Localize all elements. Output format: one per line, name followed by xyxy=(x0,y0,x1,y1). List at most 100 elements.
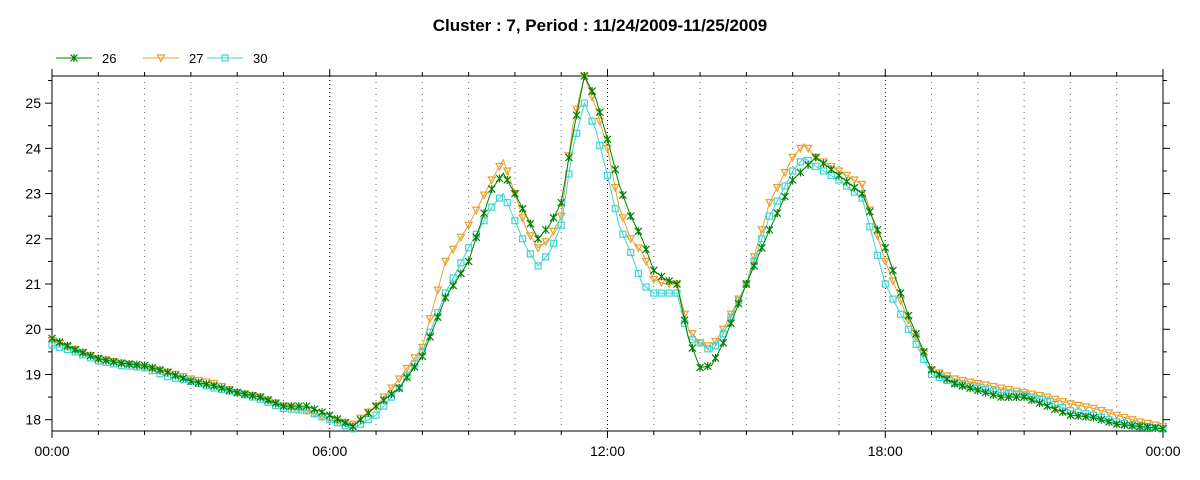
data-point xyxy=(63,341,72,350)
data-point xyxy=(619,230,627,238)
data-point xyxy=(1127,416,1137,425)
data-point xyxy=(541,238,551,247)
data-point xyxy=(850,183,859,192)
data-point xyxy=(765,199,775,208)
data-point xyxy=(233,388,242,397)
data-point xyxy=(494,162,504,172)
data-point xyxy=(657,289,666,297)
data-point xyxy=(696,339,704,347)
x-tick-label: 18:00 xyxy=(868,443,903,459)
data-point xyxy=(440,257,450,267)
data-point xyxy=(1128,421,1137,430)
data-point xyxy=(588,87,596,96)
data-point xyxy=(673,289,681,297)
data-point xyxy=(673,280,681,289)
data-point xyxy=(526,250,534,258)
data-point xyxy=(264,396,272,405)
data-point xyxy=(788,176,797,185)
data-point xyxy=(665,277,674,286)
data-point xyxy=(495,194,504,202)
data-point xyxy=(1119,413,1129,423)
data-point xyxy=(533,244,543,253)
data-point xyxy=(1019,388,1029,398)
data-point xyxy=(202,380,211,389)
data-point xyxy=(526,219,535,228)
data-point xyxy=(857,180,867,190)
data-point xyxy=(819,159,828,168)
data-point xyxy=(1135,422,1144,431)
data-point xyxy=(1058,408,1067,417)
data-point xyxy=(503,176,512,185)
data-point xyxy=(927,365,936,374)
data-point xyxy=(465,244,473,252)
data-point xyxy=(626,212,635,221)
data-point xyxy=(449,274,457,282)
y-tick-label: 25 xyxy=(25,95,41,111)
data-point xyxy=(379,393,389,402)
data-point xyxy=(55,338,64,347)
data-point xyxy=(194,378,203,387)
data-point xyxy=(881,280,889,288)
data-point xyxy=(634,269,642,278)
data-point xyxy=(795,144,805,154)
data-point xyxy=(811,153,820,162)
data-point xyxy=(394,375,404,384)
data-point xyxy=(572,111,581,120)
data-point xyxy=(534,234,542,243)
data-point xyxy=(919,347,928,356)
data-point xyxy=(518,214,528,223)
data-point xyxy=(912,340,920,348)
data-point xyxy=(287,402,296,411)
data-point xyxy=(665,289,673,297)
data-point xyxy=(210,381,218,390)
data-point xyxy=(827,165,836,174)
data-point xyxy=(696,363,705,372)
data-point xyxy=(627,248,635,256)
data-point xyxy=(502,167,512,176)
data-point xyxy=(796,168,805,177)
data-point xyxy=(179,374,188,383)
data-point xyxy=(1043,402,1052,411)
data-point xyxy=(379,396,388,405)
data-point xyxy=(965,378,975,387)
data-point xyxy=(796,158,804,166)
data-point xyxy=(897,310,905,318)
data-point xyxy=(950,375,960,384)
data-point xyxy=(1097,415,1106,424)
data-point xyxy=(595,108,604,117)
data-point xyxy=(866,223,874,231)
legend-label: 30 xyxy=(253,51,267,66)
data-point xyxy=(433,313,442,322)
data-point xyxy=(456,269,465,278)
data-point xyxy=(1120,420,1129,429)
data-point xyxy=(426,332,434,341)
data-point xyxy=(372,411,380,419)
data-point xyxy=(457,259,465,267)
data-point xyxy=(1096,407,1106,416)
data-point xyxy=(225,386,234,395)
data-point xyxy=(904,311,913,320)
data-point xyxy=(981,388,990,397)
data-point xyxy=(125,359,134,368)
data-point xyxy=(456,233,466,243)
data-point xyxy=(1012,393,1021,402)
data-point xyxy=(826,162,836,172)
data-point xyxy=(997,393,1005,402)
data-point xyxy=(719,338,728,347)
data-point xyxy=(580,72,589,80)
data-point xyxy=(703,362,712,371)
data-point xyxy=(765,225,774,234)
data-point xyxy=(471,206,481,215)
data-point xyxy=(534,262,542,270)
data-point xyxy=(387,390,396,399)
data-point xyxy=(448,245,458,255)
data-point xyxy=(557,221,565,229)
data-point xyxy=(842,177,851,186)
data-point xyxy=(518,204,527,213)
data-point xyxy=(109,357,118,366)
data-point xyxy=(773,209,782,218)
data-point xyxy=(418,352,427,361)
y-tick-label: 19 xyxy=(25,366,41,382)
data-point xyxy=(78,348,87,357)
data-point xyxy=(580,99,588,107)
